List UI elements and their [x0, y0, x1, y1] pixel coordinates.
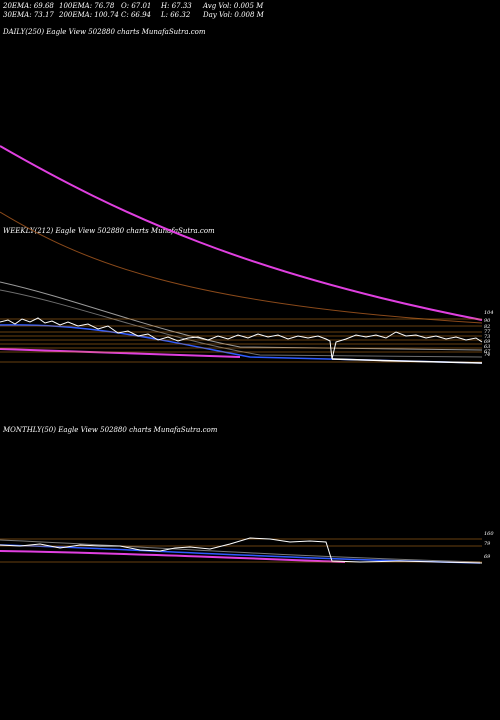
open-stat: O: 67.01: [121, 2, 152, 10]
monthly-price-line: [0, 537, 483, 564]
monthly-level-label: 69: [484, 554, 491, 560]
weekly-level-label: 104: [484, 310, 494, 316]
weekly-level-label: 90: [484, 318, 491, 324]
ema30-stat: 30EMA: 73.17: [3, 11, 54, 19]
weekly-level-label: 63: [484, 344, 491, 350]
ema200-stat: 200EMA: 100.74: [59, 11, 119, 19]
monthly-ema-blue-line: [0, 544, 481, 564]
weekly-level-label: 74: [484, 352, 491, 358]
monthly-level-label: 79: [484, 541, 491, 547]
monthly-ema-grey-line: [0, 539, 481, 563]
weekly-level-label: 73: [484, 334, 491, 340]
weekly-ema-magenta-short-line: [0, 348, 241, 358]
weekly-panel-label: WEEKLY(212) Eagle View 502880 charts Mun…: [3, 227, 215, 235]
weekly-level-label: 67: [484, 349, 491, 355]
high-stat: H: 67.33: [161, 2, 192, 10]
weekly-ema-blue-line: [0, 324, 483, 364]
ema20-stat: 20EMA: 69.68: [3, 2, 54, 10]
day-vol-stat: Day Vol: 0.008 M: [203, 11, 264, 19]
weekly-level-label: 69: [484, 339, 491, 345]
close-stat: C: 66.94: [121, 11, 151, 19]
stats-header: 20EMA: 69.68 100EMA: 76.78 O: 67.01 H: 6…: [3, 2, 264, 20]
weekly-level-label: 77: [484, 329, 491, 335]
ema100-stat: 100EMA: 76.78: [59, 2, 115, 10]
weekly-level-label: 82: [484, 324, 491, 330]
monthly-level-label: 160: [484, 531, 494, 537]
daily-panel-label: DAILY(250) Eagle View 502880 charts Muna…: [3, 28, 206, 36]
weekly-price-line: [0, 317, 483, 360]
low-stat: L: 66.32: [161, 11, 191, 19]
monthly-ema-magenta-line: [0, 550, 346, 563]
daily-ema-magenta-line: [0, 145, 483, 321]
avg-vol-stat: Avg Vol: 0.005 M: [203, 2, 264, 10]
weekly-price-tail-line: [331, 358, 483, 364]
monthly-panel-label: MONTHLY(50) Eagle View 502880 charts Mun…: [3, 426, 218, 434]
monthly-levels: [0, 538, 482, 563]
weekly-ema-grey-line-1: [0, 281, 483, 351]
daily-ema-brown-line: [0, 211, 483, 324]
weekly-ema-grey-line-2: [0, 289, 483, 358]
